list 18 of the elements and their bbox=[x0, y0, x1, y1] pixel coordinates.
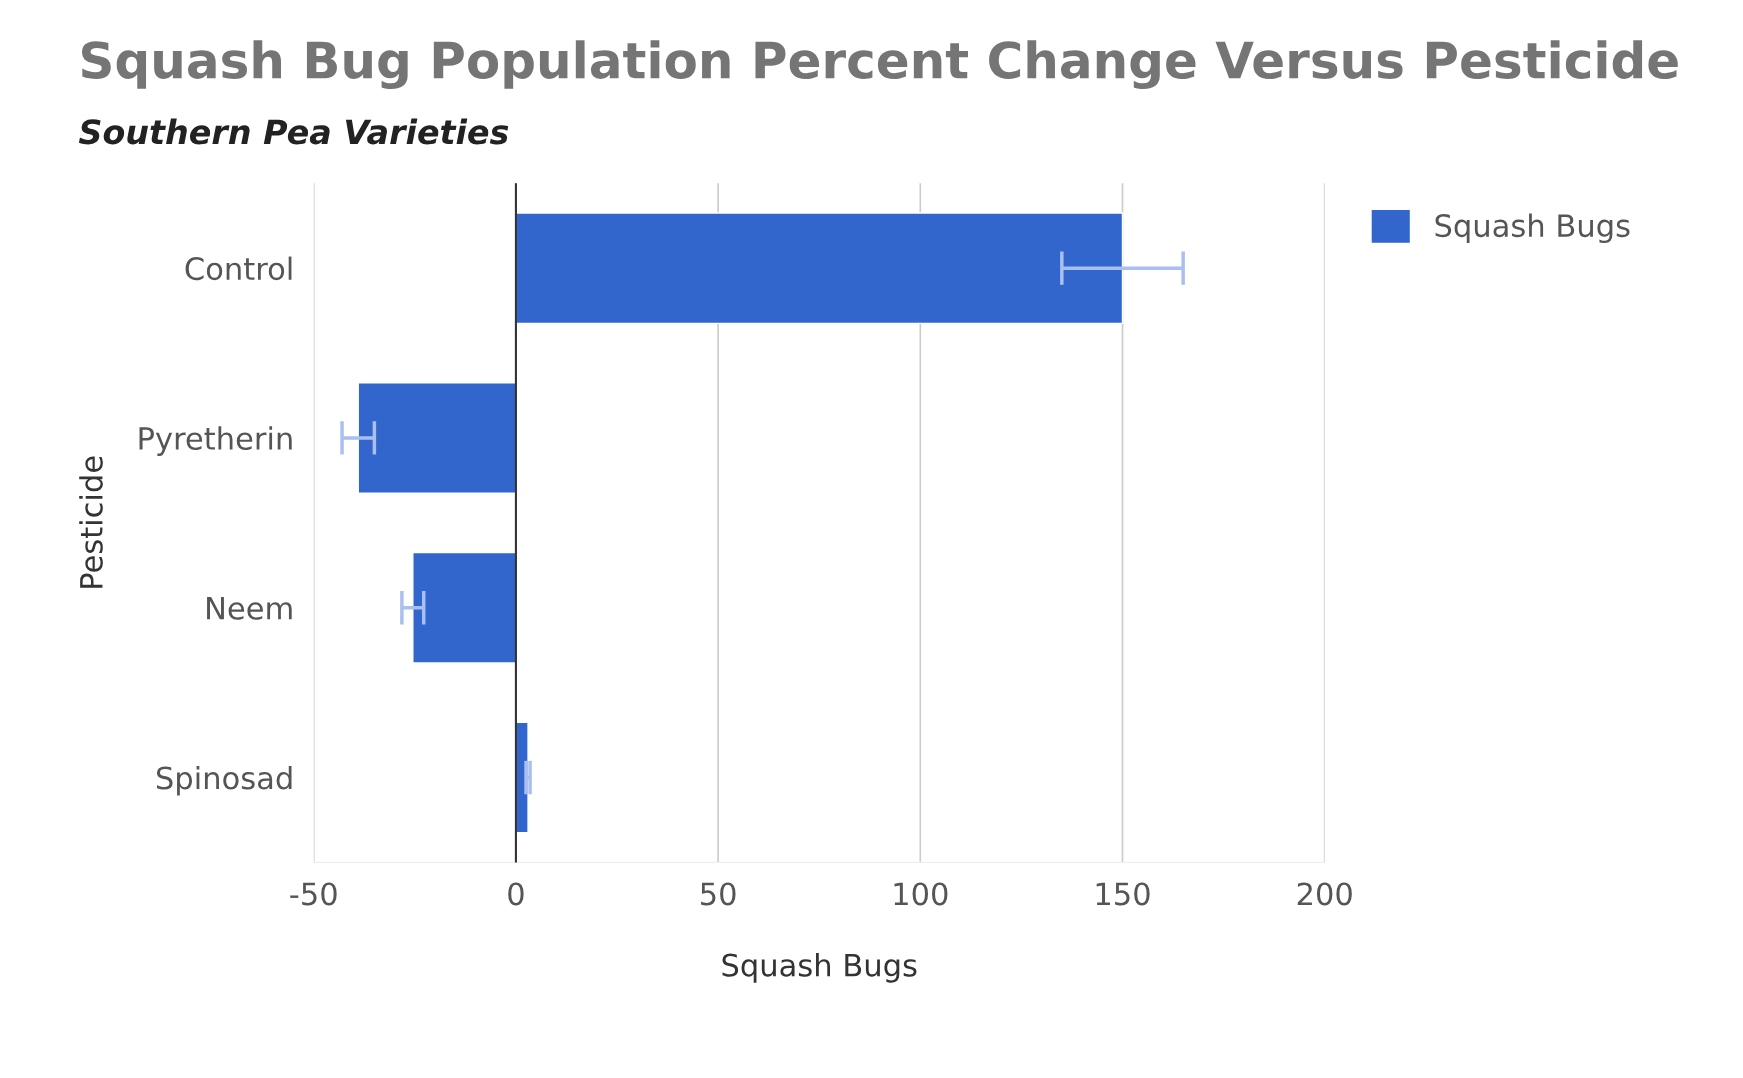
x-tick-label: 100 bbox=[894, 882, 948, 906]
x-tick-label: 0 bbox=[508, 882, 524, 906]
y-tick-label: Pyretherin bbox=[139, 426, 292, 456]
x-tick-label: 50 bbox=[701, 882, 736, 906]
bar bbox=[515, 212, 1124, 325]
y-tick-label: Neem bbox=[207, 597, 292, 620]
x-tick-label: 200 bbox=[1297, 882, 1352, 906]
y-tick-label: Control bbox=[185, 256, 292, 281]
x-axis-title: Squash Bugs bbox=[722, 953, 917, 983]
chart-title: Squash Bug Population Percent Change Versus Pesticide bbox=[82, 40, 1678, 90]
bar bbox=[412, 551, 517, 664]
y-axis-title: Pesticide bbox=[79, 456, 103, 588]
bar bbox=[357, 382, 517, 494]
x-tick-label: -50 bbox=[290, 882, 337, 906]
x-tick-label: 150 bbox=[1096, 882, 1150, 906]
y-tick-label: Spinosad bbox=[156, 765, 292, 796]
chart-subtitle: Southern Pea Varieties bbox=[78, 118, 509, 145]
legend-label: Squash Bugs bbox=[1435, 213, 1630, 244]
